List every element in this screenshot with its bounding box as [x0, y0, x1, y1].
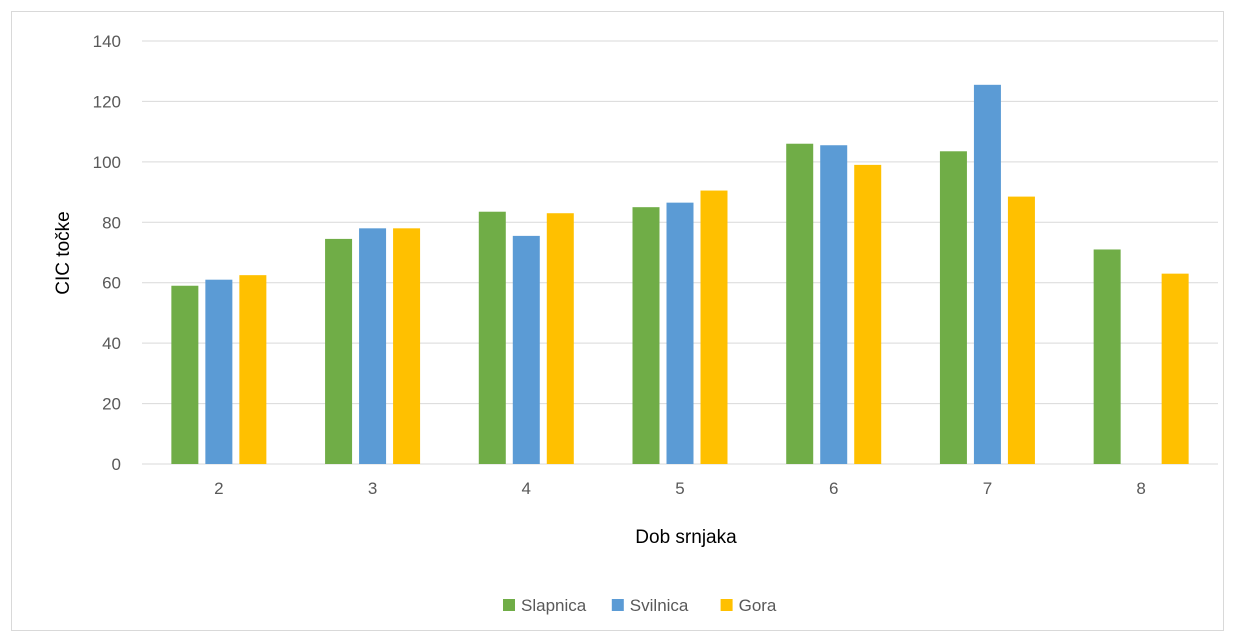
y-tick-label: 40 — [102, 334, 121, 353]
y-tick-label: 80 — [102, 213, 121, 232]
bar-slapnica-2 — [171, 285, 199, 464]
y-tick-label: 120 — [93, 92, 121, 111]
y-tick-label: 100 — [93, 153, 121, 172]
bars — [171, 84, 1189, 464]
y-tick-label: 140 — [93, 32, 121, 51]
legend-swatch-svilnica — [611, 599, 624, 611]
y-tick-label: 20 — [102, 395, 121, 414]
bar-gora-8 — [1161, 273, 1189, 464]
x-tick-label: 5 — [675, 479, 684, 498]
bar-gora-6 — [854, 164, 882, 464]
x-tick-label: 7 — [983, 479, 992, 498]
bar-svilnica-7 — [973, 84, 1001, 464]
bar-svilnica-2 — [205, 279, 233, 464]
x-tick-labels: 2 3 4 5 6 7 8 — [214, 479, 1146, 498]
bar-gora-5 — [700, 190, 728, 464]
bar-gora-2 — [239, 275, 267, 464]
x-tick-label: 4 — [522, 479, 531, 498]
y-tick-label: 0 — [112, 455, 121, 474]
legend-label-slapnica: Slapnica — [521, 596, 587, 615]
x-axis-title: Dob srnjaka — [635, 527, 737, 548]
bar-gora-4 — [546, 213, 574, 464]
legend-swatch-gora — [720, 599, 733, 611]
bar-svilnica-6 — [820, 145, 848, 464]
bar-svilnica-4 — [512, 235, 540, 464]
y-axis-title: CIC točke — [53, 211, 74, 294]
bar-svilnica-5 — [666, 202, 694, 464]
x-tick-label: 2 — [214, 479, 223, 498]
y-tick-labels: 0 20 40 60 80 100 120 140 — [93, 32, 121, 474]
x-tick-label: 3 — [368, 479, 377, 498]
y-tick-label: 60 — [102, 274, 121, 293]
bar-gora-3 — [393, 228, 421, 464]
bar-svilnica-3 — [359, 228, 387, 464]
legend-label-svilnica: Svilnica — [630, 596, 689, 615]
legend-label-gora: Gora — [739, 596, 777, 615]
x-tick-label: 6 — [829, 479, 838, 498]
legend: Slapnica Svilnica Gora — [503, 596, 777, 615]
legend-swatch-slapnica — [503, 599, 515, 611]
bar-slapnica-3 — [325, 238, 353, 464]
bar-slapnica-4 — [478, 211, 506, 464]
bar-slapnica-5 — [632, 207, 660, 464]
x-tick-label: 8 — [1136, 479, 1145, 498]
bar-slapnica-8 — [1093, 249, 1121, 464]
bar-gora-7 — [1007, 196, 1035, 464]
bar-slapnica-6 — [786, 143, 814, 464]
bar-slapnica-7 — [939, 151, 967, 464]
